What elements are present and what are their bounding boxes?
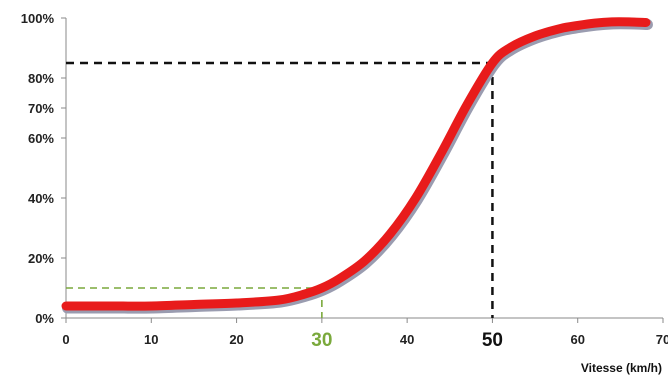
series-point [338,278,340,280]
series-point [236,302,238,304]
series-point [534,35,536,37]
x-tick-label: 60 [570,332,584,347]
marker-label: 50 [482,330,503,351]
marker-labels: 30 50 [311,330,503,351]
series-point [628,21,630,23]
y-axis: 0% 20% 40% 60% 70% 80% 100% [21,11,67,326]
series-point [594,22,596,24]
y-tick-label: 40% [28,191,54,206]
x-tick-label: 70 [656,332,668,347]
marker-label: 30 [311,330,332,351]
series-point [577,25,579,26]
x-ticks: 0 10 20 40 60 70 [62,318,668,347]
series-point [321,287,323,289]
series-point [278,299,280,301]
series-point [193,304,195,305]
y-tick-label: 20% [28,251,54,266]
series-point [304,293,306,295]
series-point [415,197,417,199]
series-point [560,28,562,29]
series-point [466,104,468,106]
series-point [389,233,391,235]
series-point [645,22,647,23]
series-point [364,260,365,262]
series-point [440,152,442,154]
series-point [150,305,152,307]
series-point [508,47,510,49]
x-tick-label: 10 [144,332,158,347]
y-tick-label: 60% [28,131,54,146]
x-axis-title: Vitesse (km/h) [581,361,662,375]
y-tick-label: 70% [28,101,54,116]
series-point [108,305,110,307]
y-ticks: 0% 20% 40% 60% 70% 80% 100% [21,11,66,326]
x-tick-label: 40 [400,332,414,347]
series-point [611,21,613,23]
y-tick-label: 100% [21,11,55,26]
x-tick-label: 0 [62,332,69,347]
series-line [61,17,651,311]
y-tick-label: 0% [35,311,54,326]
x-tick-label: 20 [229,332,243,347]
y-tick-label: 80% [28,71,54,86]
series-layer [61,17,653,314]
series-point [65,305,67,307]
x-axis: 0 10 20 40 60 70 [62,317,668,347]
series-point [491,62,493,64]
